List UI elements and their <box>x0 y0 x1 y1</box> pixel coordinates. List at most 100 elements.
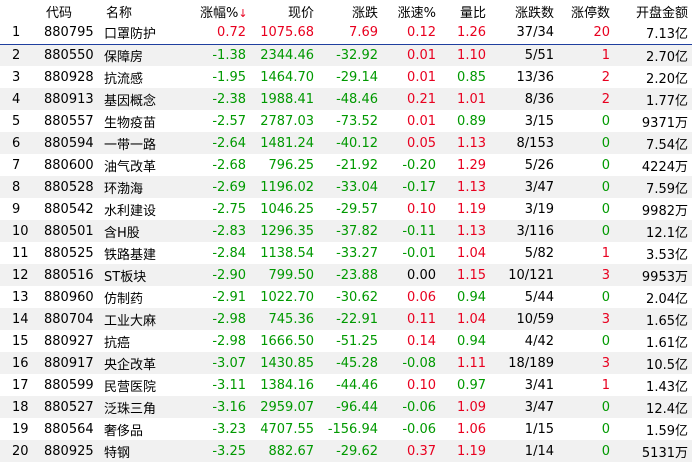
change-pct-value: -2.64 <box>212 135 246 151</box>
table-row[interactable]: 11 880525 铁路基建 -2.84 1138.54 -33.27 -0.01 1.04 5… <box>0 242 692 264</box>
speed-value: -0.08 <box>402 355 436 371</box>
column-header-code[interactable]: 代码 <box>46 5 73 21</box>
price-value: 1481.24 <box>260 135 314 151</box>
sector-code: 880527 <box>44 399 94 415</box>
price-value: 1296.35 <box>260 223 314 239</box>
sector-name: 保障房 <box>104 49 144 65</box>
updown-value: 3/41 <box>524 377 554 393</box>
row-index: 10 <box>12 223 29 239</box>
open-amount-value: 1.77亿 <box>646 93 688 109</box>
updown-value: 5/44 <box>524 289 554 305</box>
price-value: 1384.16 <box>260 377 314 393</box>
price-value: 4707.55 <box>260 421 314 437</box>
change-value: -29.14 <box>336 69 378 85</box>
open-amount-value: 1.43亿 <box>646 379 688 395</box>
column-header-updown[interactable]: 涨跌数 <box>514 5 554 21</box>
row-index: 2 <box>12 47 21 63</box>
table-row[interactable]: 15 880927 抗癌 -2.98 1666.50 -51.25 0.14 0.94 4/42… <box>0 330 692 352</box>
speed-value: 0.11 <box>407 311 436 327</box>
sector-code: 880704 <box>44 311 94 327</box>
open-amount-value: 10.5亿 <box>646 357 688 373</box>
row-index: 3 <box>12 69 21 85</box>
vol-ratio-value: 1.09 <box>457 399 486 415</box>
sector-code: 880525 <box>44 245 94 261</box>
table-row[interactable]: 9 880542 水利建设 -2.75 1046.25 -29.57 0.10 1.19 3/1… <box>0 198 692 220</box>
speed-value: 0.01 <box>407 69 436 85</box>
row-index: 20 <box>12 443 29 459</box>
vol-ratio-value: 1.11 <box>457 355 486 371</box>
vol-ratio-value: 1.26 <box>440 22 490 45</box>
column-header-limit-up[interactable]: 涨停数 <box>570 5 610 21</box>
limit-up-value: 0 <box>601 157 610 173</box>
price-value: 1138.54 <box>260 245 314 261</box>
column-header-speed[interactable]: 涨速% <box>397 5 436 21</box>
table-row[interactable]: 2 880550 保障房 -1.38 2344.46 -32.92 0.01 1.10 5/51… <box>0 44 692 66</box>
vol-ratio-value: 0.94 <box>457 289 486 305</box>
change-value: -30.62 <box>336 289 378 305</box>
change-value: -23.88 <box>336 267 378 283</box>
limit-up-value: 0 <box>601 135 610 151</box>
open-amount-value: 12.4亿 <box>646 401 688 417</box>
speed-value: 0.10 <box>407 377 436 393</box>
vol-ratio-value: 1.06 <box>457 421 486 437</box>
table-row[interactable]: 16 880917 央企改革 -3.07 1430.85 -45.28 -0.08 1.11 1… <box>0 352 692 374</box>
table-row[interactable]: 8 880528 环渤海 -2.69 1196.02 -33.04 -0.17 1.13 3/4… <box>0 176 692 198</box>
change-pct-value: -2.75 <box>212 201 246 217</box>
table-row[interactable]: 6 880594 一带一路 -2.64 1481.24 -40.12 0.05 1.13 8/1… <box>0 132 692 154</box>
vol-ratio-value: 1.19 <box>457 201 486 217</box>
limit-up-value: 2 <box>601 91 610 107</box>
sector-name: 奢侈品 <box>104 423 144 439</box>
change-value: -73.52 <box>336 113 378 129</box>
speed-value: -0.11 <box>402 223 436 239</box>
row-index: 18 <box>12 399 29 415</box>
sector-name: 工业大麻 <box>104 313 157 329</box>
table-row[interactable]: 1 880795 口罩防护 0.72 1075.68 7.69 0.12 1.26 37/34 2… <box>0 22 692 45</box>
vol-ratio-value: 1.13 <box>457 179 486 195</box>
price-value: 1075.68 <box>250 22 318 45</box>
table-row[interactable]: 14 880704 工业大麻 -2.98 745.36 -22.91 0.11 1.04 10/… <box>0 308 692 330</box>
open-amount-value: 4224万 <box>641 159 688 175</box>
sector-name: 口罩防护 <box>100 22 200 45</box>
sector-name: 央企改革 <box>104 357 157 373</box>
price-value: 2787.03 <box>260 113 314 129</box>
table-row[interactable]: 18 880527 泛珠三角 -3.16 2959.07 -96.44 -0.06 1.09 3… <box>0 396 692 418</box>
table-row[interactable]: 13 880960 仿制药 -2.91 1022.70 -30.62 0.06 0.94 5/4… <box>0 286 692 308</box>
table-row[interactable]: 3 880928 抗流感 -1.95 1464.70 -29.14 0.01 0.85 13/3… <box>0 66 692 88</box>
limit-up-value: 1 <box>601 47 610 63</box>
table-row[interactable]: 19 880564 奢侈品 -3.23 4707.55 -156.94 -0.06 1.06 1… <box>0 418 692 440</box>
row-index: 7 <box>12 157 21 173</box>
change-pct-value: 0.72 <box>200 22 250 45</box>
table-row[interactable]: 10 880501 含H股 -2.83 1296.35 -37.82 -0.11 1.13 3/… <box>0 220 692 242</box>
speed-value: -0.06 <box>402 421 436 437</box>
price-value: 799.50 <box>268 267 315 283</box>
table-row[interactable]: 7 880600 油气改革 -2.68 796.25 -21.92 -0.20 1.29 5/2… <box>0 154 692 176</box>
sector-code: 880542 <box>44 201 94 217</box>
limit-up-value: 0 <box>601 223 610 239</box>
vol-ratio-value: 1.04 <box>457 245 486 261</box>
sector-code: 880960 <box>44 289 94 305</box>
sector-code: 880516 <box>44 267 94 283</box>
change-value: -51.25 <box>336 333 378 349</box>
column-header-name[interactable]: 名称 <box>100 0 200 22</box>
table-row[interactable]: 4 880913 基因概念 -2.38 1988.41 -48.46 0.21 1.01 8/3… <box>0 88 692 110</box>
open-amount-value: 9953万 <box>641 269 688 285</box>
table-row[interactable]: 12 880516 ST板块 -2.90 799.50 -23.88 0.00 1.15 10/… <box>0 264 692 286</box>
table-row[interactable]: 5 880557 生物疫苗 -2.57 2787.03 -73.52 0.01 0.89 3/1… <box>0 110 692 132</box>
row-index: 15 <box>12 333 29 349</box>
column-header-change[interactable]: 涨跌 <box>351 5 378 21</box>
column-header-vol-ratio[interactable]: 量比 <box>459 5 486 21</box>
row-index: 6 <box>12 135 21 151</box>
column-header-price[interactable]: 现价 <box>287 5 314 21</box>
updown-value: 37/34 <box>490 22 558 45</box>
change-pct-value: -2.90 <box>212 267 246 283</box>
change-pct-value: -2.68 <box>212 157 246 173</box>
sector-name: 泛珠三角 <box>104 401 157 417</box>
column-header-open-amount[interactable]: 开盘金额 <box>635 5 688 21</box>
change-pct-value: -2.69 <box>212 179 246 195</box>
column-header-change-pct[interactable]: 涨幅%↓ <box>200 0 250 22</box>
table-row[interactable]: 17 880599 民营医院 -3.11 1384.16 -44.46 0.10 0.97 3/… <box>0 374 692 396</box>
open-amount-value: 7.13亿 <box>614 22 692 45</box>
table-row[interactable]: 20 880925 特钢 -3.25 882.67 -29.62 0.37 1.19 1/14 0… <box>0 440 692 462</box>
change-pct-value: -2.91 <box>212 289 246 305</box>
change-pct-value: -3.25 <box>212 443 246 459</box>
